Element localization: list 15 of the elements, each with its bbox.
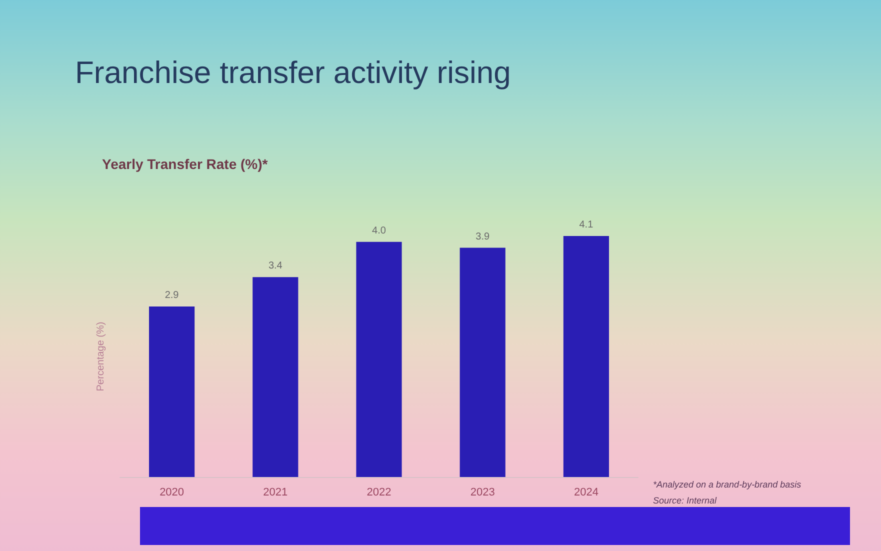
y-axis-title: Percentage (%) bbox=[96, 322, 106, 392]
x-tick-label: 2023 bbox=[470, 486, 495, 498]
x-tick-label: 2020 bbox=[160, 486, 184, 498]
x-tick-label: 2024 bbox=[574, 486, 598, 498]
data-label: 3.4 bbox=[268, 260, 283, 272]
x-tick-label: 2022 bbox=[366, 486, 392, 498]
data-label: 2.9 bbox=[164, 290, 180, 302]
x-tick-label: 2021 bbox=[263, 486, 288, 498]
data-label: 4.0 bbox=[372, 225, 386, 236]
data-label: 4.1 bbox=[579, 220, 594, 230]
text: *Analyzed on a brand-by-brand basis bbox=[653, 480, 802, 490]
source-note: Source: Internal bbox=[653, 496, 718, 506]
data-label: 3.9 bbox=[476, 231, 490, 242]
chart-title: Franchise transfer activity rising bbox=[75, 55, 511, 90]
chart-subtitle: Yearly Transfer Rate (%)* bbox=[102, 156, 268, 172]
